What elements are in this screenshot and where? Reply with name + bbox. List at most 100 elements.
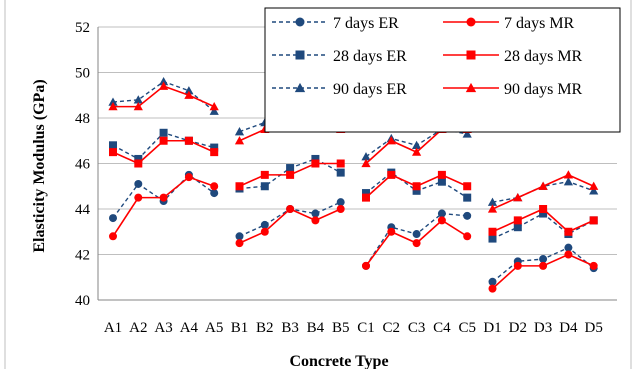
data-point	[209, 106, 219, 115]
data-point	[437, 209, 446, 218]
data-point	[463, 193, 472, 202]
legend-entry: 28 days ER	[333, 48, 407, 65]
x-tick-label: A1	[104, 320, 122, 336]
data-point	[311, 209, 320, 218]
axes	[97, 27, 617, 301]
data-point	[311, 154, 320, 163]
data-point	[465, 82, 477, 93]
x-tick-label: A5	[205, 320, 223, 336]
data-point	[109, 141, 117, 150]
data-point	[488, 227, 497, 236]
data-point	[134, 179, 143, 188]
data-point	[159, 128, 168, 137]
data-point	[235, 239, 244, 248]
data-point	[234, 127, 245, 136]
data-point	[286, 205, 295, 213]
data-point	[463, 182, 472, 191]
data-point	[184, 86, 194, 95]
data-point	[488, 277, 497, 286]
data-point	[210, 189, 219, 198]
data-point	[260, 182, 269, 191]
data-point	[538, 181, 548, 190]
data-point	[589, 216, 598, 225]
legend-entry: 90 days ER	[333, 81, 407, 98]
data-point	[564, 243, 573, 252]
data-point	[133, 95, 143, 104]
legend-entry: 90 days MR	[504, 81, 583, 98]
data-point	[134, 154, 143, 163]
data-point	[159, 81, 169, 90]
data-point	[564, 227, 573, 236]
data-point	[336, 198, 345, 207]
legend: 7 days ER 7 days MR 28 days ER 28 days MR 90…	[264, 7, 621, 133]
data-point	[159, 77, 169, 86]
data-point	[295, 17, 305, 27]
data-point	[260, 170, 269, 179]
series-7-days-mr	[109, 173, 598, 293]
y-tick-label: 48	[75, 111, 90, 127]
data-point	[159, 136, 168, 145]
data-point	[361, 158, 371, 168]
data-point	[412, 147, 422, 156]
data-point	[210, 182, 219, 191]
data-point	[210, 148, 219, 157]
y-tick-label: 42	[75, 248, 90, 264]
data-point	[109, 232, 117, 241]
data-point	[589, 186, 599, 195]
data-point	[286, 164, 295, 173]
data-point	[539, 261, 548, 270]
data-point	[361, 152, 371, 161]
x-tick-label: B2	[256, 320, 274, 336]
data-point	[513, 261, 522, 270]
y-tick-label: 50	[75, 66, 90, 82]
data-point	[462, 129, 472, 138]
legend-entry: 28 days MR	[504, 48, 583, 65]
data-point	[412, 230, 421, 239]
legend-entry: 7 days ER	[333, 15, 399, 32]
data-point	[488, 234, 497, 243]
y-tick-label: 44	[75, 202, 91, 218]
legend-entry: 7 days MR	[504, 15, 575, 32]
data-point	[487, 197, 498, 206]
y-tick-label: 40	[75, 293, 90, 309]
data-point	[513, 223, 522, 232]
x-tick-label: A3	[154, 320, 172, 336]
data-point	[362, 261, 370, 270]
x-tick-label: C5	[458, 320, 476, 336]
data-point	[134, 159, 143, 168]
data-point	[134, 193, 143, 202]
data-point	[437, 170, 446, 179]
data-point	[209, 102, 219, 111]
data-point	[564, 250, 573, 259]
y-tick-label: 46	[75, 157, 91, 173]
data-point	[235, 182, 244, 191]
data-point	[437, 177, 446, 186]
data-point	[387, 170, 396, 179]
data-point	[589, 261, 598, 270]
x-tick-label: A4	[180, 320, 199, 336]
x-tick-label: A2	[129, 320, 147, 336]
data-point	[463, 211, 472, 220]
x-tick-label: D4	[559, 320, 578, 336]
data-point	[563, 177, 573, 186]
data-point	[159, 193, 168, 202]
x-tick-label: C1	[357, 320, 375, 336]
data-point	[336, 159, 345, 168]
x-tick-label: D3	[534, 320, 552, 336]
data-point	[466, 17, 476, 27]
data-point	[589, 181, 599, 190]
data-point	[336, 205, 345, 213]
data-point	[108, 102, 118, 111]
data-point	[295, 50, 305, 60]
data-point	[210, 143, 219, 152]
data-point	[539, 255, 548, 264]
data-point	[108, 97, 118, 106]
data-point	[286, 170, 295, 179]
data-point	[311, 216, 320, 225]
x-tick-label: B3	[281, 320, 299, 336]
x-tick-label: C3	[408, 320, 426, 336]
x-tick-label: B1	[231, 320, 249, 336]
data-point	[539, 205, 548, 213]
x-tick-label: D5	[585, 320, 603, 336]
